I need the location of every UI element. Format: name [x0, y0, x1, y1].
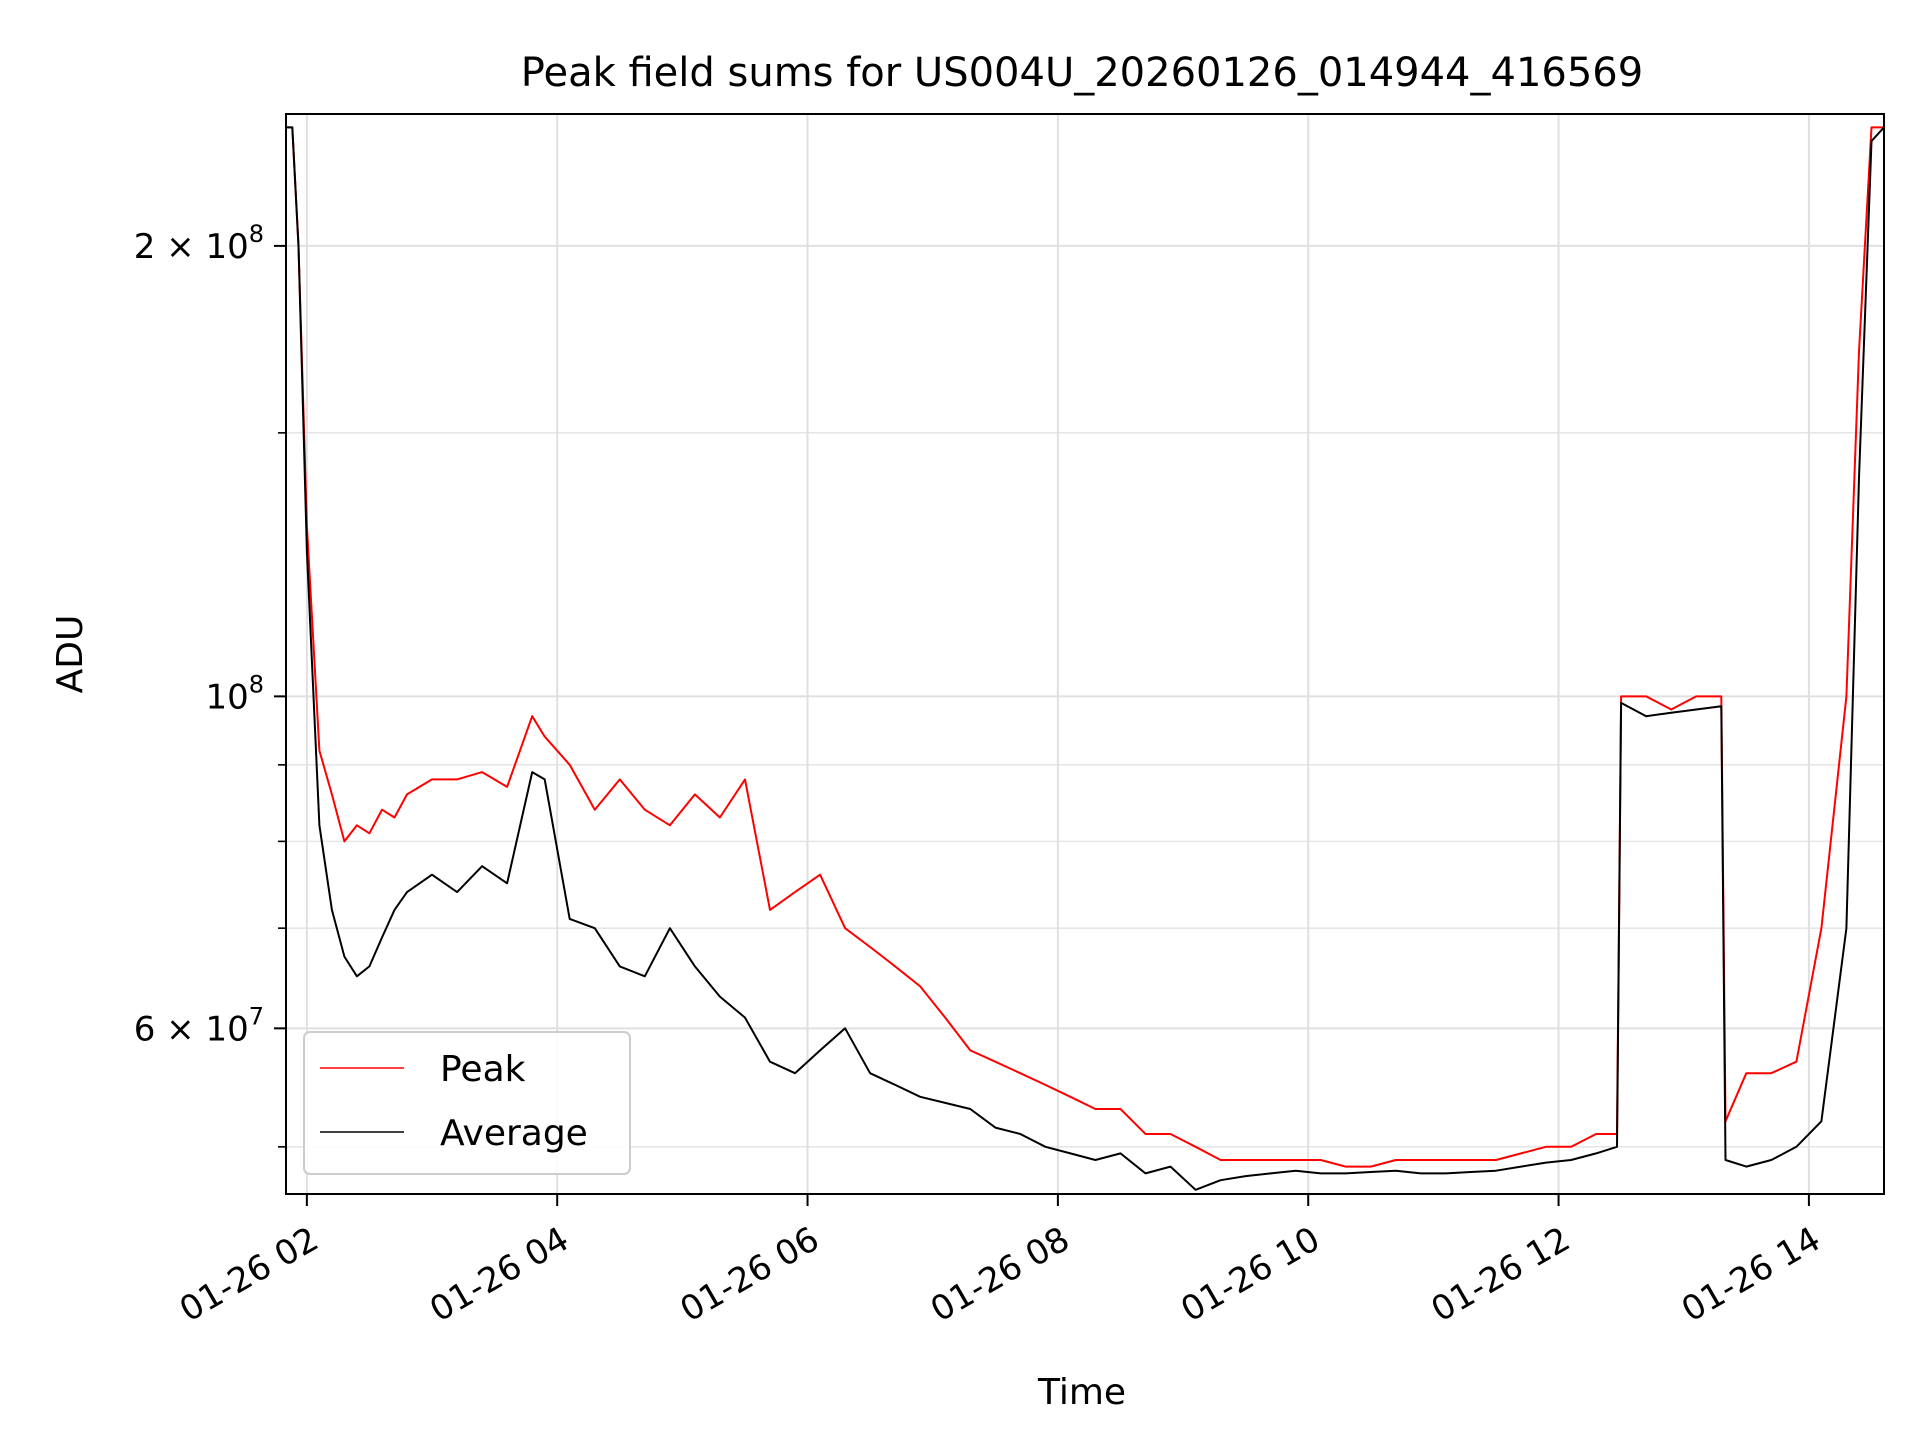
- grid: [286, 114, 1884, 1194]
- plot-frame: [285, 113, 1885, 1195]
- legend-label-average: Average: [440, 1113, 588, 1154]
- y-tick-label: 6 × 107: [134, 1002, 264, 1049]
- y-axis-label: ADU: [50, 615, 91, 694]
- x-axis-label: Time: [1037, 1372, 1126, 1413]
- y-tick-label: 2 × 108: [134, 220, 264, 267]
- series-line-average: [286, 126, 1884, 1191]
- y-axis: 2 × 108 108 6 × 107: [134, 220, 286, 1148]
- legend-label-peak: Peak: [440, 1049, 526, 1090]
- series-layer: [286, 126, 1884, 1191]
- series-line-peak: [286, 126, 1884, 1168]
- y-tick-label: 108: [205, 670, 264, 717]
- chart-title: Peak field sums for US004U_20260126_0149…: [521, 50, 1643, 96]
- legend: Peak Average: [303, 1031, 631, 1175]
